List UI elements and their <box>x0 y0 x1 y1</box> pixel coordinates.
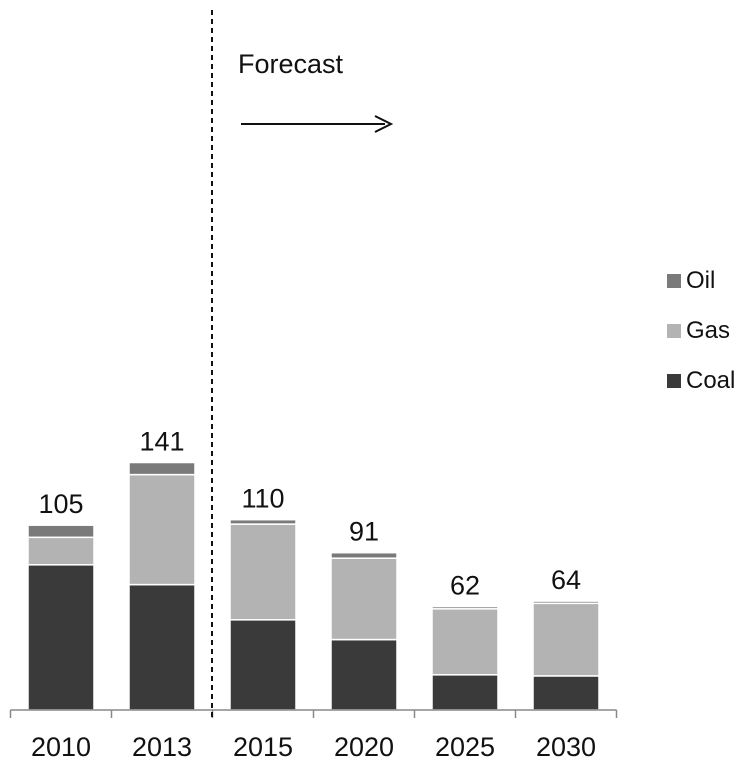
bar-coal-2015 <box>229 619 297 711</box>
forecast-arrow <box>241 115 394 133</box>
legend-swatch-gas <box>667 324 681 338</box>
bar-coal-2030 <box>532 675 600 711</box>
total-label-2015: 110 <box>241 484 284 514</box>
legend-swatch-oil <box>667 274 681 288</box>
legend-label-oil: Oil <box>686 267 715 294</box>
legend-label-gas: Gas <box>686 317 730 344</box>
bar-oil-2013 <box>128 461 196 476</box>
bar-coal-2020 <box>330 638 398 711</box>
bar-gas-2020 <box>330 557 398 641</box>
bars-group <box>27 461 600 711</box>
x-tick-2030: 2030 <box>536 732 596 760</box>
bar-gas-2013 <box>128 473 196 586</box>
x-tick-2020: 2020 <box>334 732 394 760</box>
legend-swatch-coal <box>667 374 681 388</box>
bar-oil-2015 <box>229 518 297 525</box>
totals-group: 105 141 110 91 62 64 <box>38 427 581 601</box>
bar-gas-2015 <box>229 523 297 621</box>
bar-oil-2010 <box>27 524 95 539</box>
total-label-2013: 141 <box>139 427 184 457</box>
bar-oil-2030 <box>532 600 600 605</box>
x-tick-labels: 2010 2013 2015 2020 2025 2030 <box>31 732 596 760</box>
bar-gas-2030 <box>532 602 600 677</box>
x-tick-2010: 2010 <box>31 732 91 760</box>
total-label-2030: 64 <box>551 565 581 595</box>
bar-coal-2010 <box>27 564 95 711</box>
x-tick-2013: 2013 <box>132 732 192 760</box>
bar-oil-2020 <box>330 551 398 559</box>
x-tick-2025: 2025 <box>435 732 495 760</box>
total-label-2025: 62 <box>450 571 480 601</box>
total-label-2010: 105 <box>38 489 83 519</box>
x-axis <box>9 709 618 718</box>
bar-coal-2013 <box>128 583 196 711</box>
total-label-2020: 91 <box>349 517 379 547</box>
bar-oil-2025 <box>431 605 499 610</box>
legend: Oil Gas Coal <box>667 267 735 394</box>
bar-gas-2010 <box>27 536 95 566</box>
x-tick-2015: 2015 <box>233 732 293 760</box>
legend-label-coal: Coal <box>686 367 735 394</box>
bar-coal-2025 <box>431 674 499 711</box>
bar-gas-2025 <box>431 608 499 676</box>
forecast-label: Forecast <box>238 49 344 79</box>
